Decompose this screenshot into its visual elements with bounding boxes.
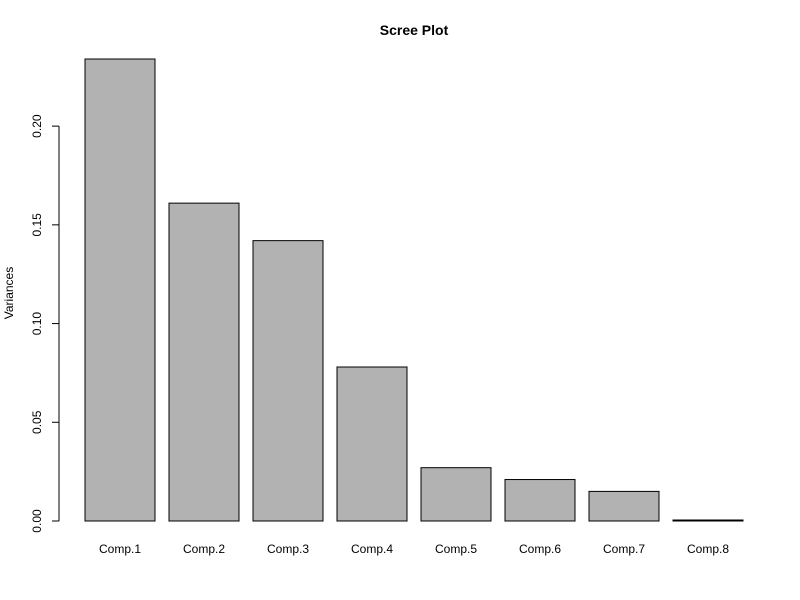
- x-tick-label-4: Comp.4: [351, 542, 393, 556]
- bars-group: [84, 58, 744, 522]
- x-axis-labels: Comp.1 Comp.2 Comp.3 Comp.4 Comp.5 Comp.6 Comp…: [99, 542, 729, 556]
- bar-comp-3: [252, 240, 324, 522]
- bar-comp-2: [168, 202, 240, 522]
- bar-comp-4: [336, 366, 408, 522]
- x-tick-label-5: Comp.5: [435, 542, 477, 556]
- y-axis: 0.00 0.05 0.10 0.15 0.20: [30, 114, 60, 533]
- bar-comp-6: [504, 479, 576, 522]
- y-axis-label: Variances: [2, 267, 16, 319]
- x-tick-label-6: Comp.6: [519, 542, 561, 556]
- chart-title: Scree Plot: [380, 22, 449, 38]
- bar-comp-8: [672, 519, 744, 522]
- x-tick-label-8: Comp.8: [687, 542, 729, 556]
- x-tick-label-1: Comp.1: [99, 542, 141, 556]
- x-tick-label-7: Comp.7: [603, 542, 645, 556]
- x-tick-label-2: Comp.2: [183, 542, 225, 556]
- y-tick-label-1: 0.00: [30, 509, 44, 533]
- bar-comp-5: [420, 467, 492, 522]
- bar-comp-7: [588, 490, 660, 522]
- bar-comp-1: [84, 58, 156, 522]
- y-tick-label-3: 0.10: [30, 312, 44, 336]
- x-tick-label-3: Comp.3: [267, 542, 309, 556]
- y-tick-label-2: 0.05: [30, 410, 44, 434]
- y-tick-label-5: 0.20: [30, 114, 44, 138]
- y-tick-label-4: 0.15: [30, 213, 44, 237]
